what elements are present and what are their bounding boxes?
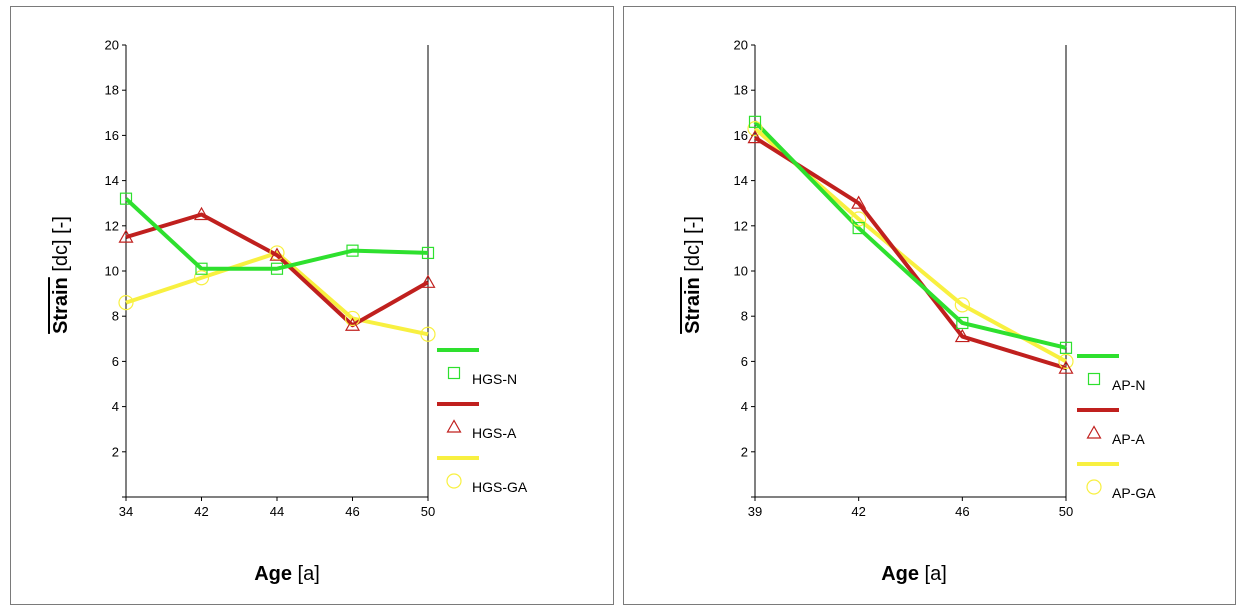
data-point-ap-a [747,129,763,144]
series-line-hgs-a [125,212,429,328]
y-tick-label: 14 [734,173,748,188]
legend-label-hgs-a: HGS-A [472,425,517,441]
data-point-ap-n [748,115,762,128]
data-point-hgs-a [344,317,361,331]
x-tick-label: 50 [421,504,435,519]
x-tick-label: 46 [955,504,969,519]
series-line-ap-a [753,135,1067,371]
legend-marker-ap-ga [1086,479,1102,495]
x-axis-label-main: Age [881,563,919,585]
data-point-ap-a [954,328,970,343]
series-line-hgs-ga [125,250,429,337]
x-axis-label: Age [a] [254,563,320,585]
series-line-ap-n [753,120,1067,350]
y-tick-label: 12 [734,218,748,233]
data-point-hgs-ga [118,295,134,311]
data-point-ap-ga [1058,353,1074,369]
data-point-hgs-a [193,206,210,221]
data-point-hgs-n [195,262,208,275]
x-axis-label-unit: [a] [292,563,320,585]
y-tick-label: 16 [734,128,748,143]
y-tick-label: 20 [734,38,748,53]
y-axis-label-main: Strain [682,277,704,334]
series-line-ap-ga [753,127,1067,364]
data-point-hgs-a [269,247,285,261]
data-point-ap-ga [747,121,763,137]
y-tick-label: 18 [734,83,748,98]
data-point-hgs-n [346,244,359,257]
chart-panel-left: 2 4 6 8 10 12 14 16 18 20 34 42 44 46 50 Strain [dc] [-… [10,6,614,605]
data-point-hgs-n [270,262,284,275]
y-tick-label: 4 [741,399,748,414]
data-point-ap-ga [851,211,867,227]
data-point-ap-a [1058,360,1074,374]
legend-label-hgs-ga: HGS-GA [472,479,528,495]
chart-panel-right: 2 4 6 8 10 12 14 16 18 20 39 42 46 50 Strain [dc] [-] A… [623,6,1236,605]
x-axis-label: Age [a] [881,563,947,585]
x-tick-label: 44 [270,504,284,519]
y-axis-label-unit: [dc] [-] [50,216,72,277]
y-tick-label: 6 [741,354,748,369]
y-tick-label: 8 [112,309,119,324]
y-tick-label: 16 [105,128,119,143]
legend-marker-ap-n [1087,372,1101,386]
y-tick-label: 4 [112,399,119,414]
y-axis-label-main: Strain [50,277,72,334]
x-axis-label-unit: [a] [919,563,947,585]
data-point-ap-n [956,316,969,330]
data-point-ap-a [851,195,867,209]
legend-marker-ap-a [1086,425,1102,439]
y-tick-label: 8 [741,309,748,324]
legend-marker-hgs-ga [446,473,462,489]
data-point-hgs-ga [344,310,361,327]
legend-marker-hgs-a [446,419,462,433]
x-axis-label-main: Age [254,563,292,585]
x-tick-label: 46 [345,504,359,519]
series-line-hgs-n [124,197,429,271]
legend-label-hgs-n: HGS-N [472,371,517,387]
legend-label-ap-ga: AP-GA [1112,485,1156,501]
y-axis-label-unit: [dc] [-] [682,216,704,277]
legend-label-ap-a: AP-A [1112,431,1145,447]
y-axis-label: Strain [dc] [-] [682,216,704,334]
y-tick-label: 12 [105,218,119,233]
y-axis-label: Strain [dc] [-] [50,216,72,334]
y-tick-label: 10 [734,264,748,279]
data-point-ap-n [1059,341,1073,354]
data-point-hgs-n [421,246,435,260]
data-point-hgs-n [119,192,133,205]
x-tick-label: 34 [119,504,133,519]
legend-marker-hgs-n [447,366,461,380]
data-point-hgs-ga [420,326,436,342]
data-point-hgs-ga [193,270,210,286]
y-tick-label: 14 [105,173,119,188]
x-tick-label: 39 [748,504,762,519]
data-point-ap-ga [954,297,970,313]
y-tick-label: 6 [112,354,119,369]
y-tick-label: 2 [112,444,119,459]
y-tick-label: 2 [741,444,748,459]
data-point-hgs-a [420,274,436,288]
y-tick-label: 20 [105,38,119,53]
x-tick-label: 50 [1059,504,1073,519]
y-tick-label: 10 [105,264,119,279]
y-tick-label: 18 [105,83,119,98]
x-tick-label: 42 [194,504,208,519]
data-point-ap-n [852,221,865,235]
legend-label-ap-n: AP-N [1112,377,1145,393]
data-point-hgs-a [118,229,134,243]
x-tick-label: 42 [851,504,865,519]
